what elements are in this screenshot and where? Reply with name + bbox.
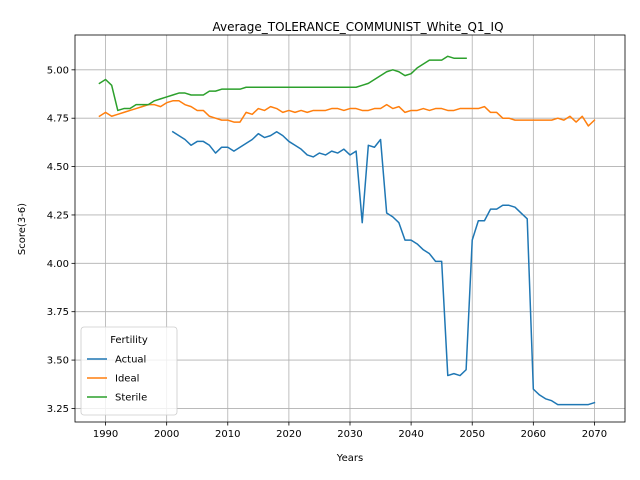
x-tick-label: 1990	[93, 429, 118, 440]
y-tick-label: 4.50	[47, 162, 69, 173]
x-axis-label: Years	[336, 453, 363, 464]
y-tick-label: 4.75	[47, 114, 69, 125]
legend-title: Fertility	[110, 335, 148, 346]
x-tick-label: 2000	[154, 429, 179, 440]
y-tick-label: 4.25	[47, 210, 69, 221]
y-axis-ticks: 3.25 3.50 3.75 4.00 4.25 4.50 4.75 5.00	[47, 65, 75, 415]
y-tick-label: 4.00	[47, 259, 69, 270]
y-tick-label: 3.25	[47, 404, 69, 415]
y-tick-label: 5.00	[47, 65, 69, 76]
y-tick-label: 3.50	[47, 356, 69, 367]
x-tick-label: 2030	[337, 429, 362, 440]
legend-label-ideal: Ideal	[115, 374, 139, 385]
legend-box	[80, 326, 178, 416]
series-line-actual	[171, 130, 596, 406]
y-axis-label: Score(3-6)	[17, 203, 28, 255]
x-tick-label: 2050	[459, 429, 484, 440]
x-tick-label: 2060	[521, 429, 546, 440]
series-line-ideal	[98, 100, 596, 127]
legend-label-actual: Actual	[115, 355, 146, 366]
series-line-sterile	[98, 55, 467, 112]
x-tick-label: 2040	[398, 429, 423, 440]
legend-label-sterile: Sterile	[115, 393, 147, 404]
legend: Fertility Actual Ideal Sterile	[80, 326, 178, 416]
series-lines	[98, 55, 596, 406]
x-tick-label: 2020	[276, 429, 301, 440]
x-axis-ticks: 1990 2000 2010 2020 2030 2040 2050 2060 2070	[93, 422, 607, 440]
x-tick-label: 2010	[215, 429, 240, 440]
chart-title: Average_TOLERANCE_COMMUNIST_White_Q1_IQ	[212, 20, 503, 34]
y-tick-label: 3.75	[47, 307, 69, 318]
x-tick-label: 2070	[582, 429, 607, 440]
